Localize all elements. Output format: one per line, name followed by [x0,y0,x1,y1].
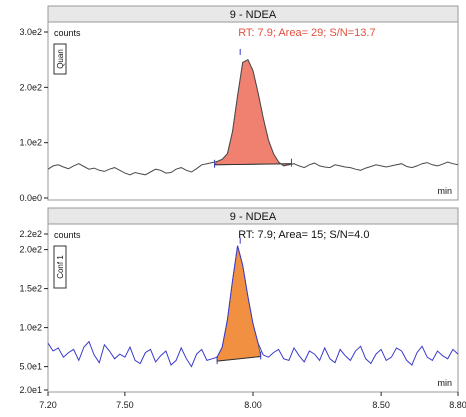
y-tick-label: 1.5e2 [19,284,42,294]
x-tick-label: 8.00 [244,400,262,410]
y-unit-label: counts [54,28,81,38]
peak-annotation: RT: 7.9; Area= 29; S/N=13.7 [238,27,375,39]
peak-baseline [214,163,292,166]
side-label: Quan [56,49,65,69]
y-tick-label: 2.0e2 [19,245,42,255]
y-tick-label: 2.0e1 [19,385,42,395]
x-tick-label: 8.80 [449,400,466,410]
signal-trace [47,59,459,176]
peak-baseline [217,355,261,362]
y-tick-label: 1.0e2 [19,323,42,333]
y-tick-label: 2.2e2 [19,229,42,239]
signal-trace [47,245,459,368]
y-tick-label: 0.0e0 [19,193,42,203]
title-bar [47,5,459,23]
y-tick-label: 5.0e1 [19,362,42,372]
x-tick-label: 8.50 [372,400,390,410]
plot-frame [47,207,459,393]
x-tick-label: 7.50 [116,400,134,410]
y-tick-label: 3.0e2 [19,27,42,37]
side-label-box [53,245,67,289]
chart-panel-2: 9 - NDEA counts Conf 1 2.0e1 5.0e1 1.0e2 1.5e2… [19,207,459,395]
panel-title: 9 - NDEA [230,9,277,21]
title-bar [47,207,459,225]
x-unit-label: min [437,378,452,388]
x-unit-label: min [437,186,452,196]
chart-panel-1: 9 - NDEA counts Quan 0.0e0 1.0e2 2.0e2 3.0e2 RT… [19,5,459,203]
y-tick-label: 2.0e2 [19,82,42,92]
panel-title: 9 - NDEA [230,211,277,223]
y-unit-label: counts [54,230,81,240]
x-tick-label: 7.20 [39,400,57,410]
y-tick-label: 1.0e2 [19,138,42,148]
peak-annotation: RT: 7.9; Area= 15; S/N=4.0 [238,229,369,241]
side-label-box [53,43,67,75]
side-label: Conf 1 [56,255,65,279]
